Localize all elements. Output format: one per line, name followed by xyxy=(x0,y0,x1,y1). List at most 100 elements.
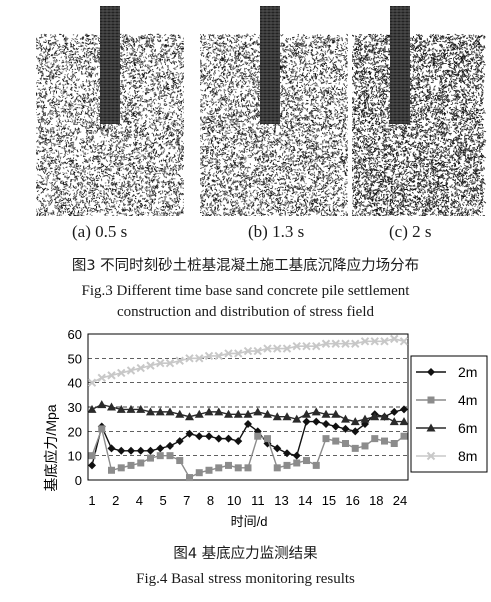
series-group xyxy=(87,334,409,482)
data-point xyxy=(312,461,320,469)
data-point xyxy=(185,412,194,421)
legend-label: 4m xyxy=(458,392,477,408)
data-point xyxy=(165,358,175,368)
data-point xyxy=(264,435,271,443)
legend-box xyxy=(410,355,488,473)
y-tick-label: 50 xyxy=(68,351,82,366)
data-point xyxy=(214,407,224,416)
data-point xyxy=(400,405,408,414)
figure3-caption-cn: 图3 不同时刻砂土桩基混凝土施工基底沉降应力场分布 xyxy=(71,258,420,274)
pile-column xyxy=(100,6,120,124)
x-tick-label: 18 xyxy=(369,493,383,508)
data-point xyxy=(117,464,125,472)
data-point xyxy=(360,337,370,346)
data-point xyxy=(175,437,184,446)
y-tick-label: 30 xyxy=(68,400,82,415)
data-point xyxy=(214,434,223,443)
simulation-panel-a xyxy=(36,6,184,216)
data-point xyxy=(302,417,311,426)
data-point xyxy=(351,339,360,348)
data-point xyxy=(312,341,321,351)
data-point xyxy=(400,432,408,440)
series-2m xyxy=(88,405,408,470)
data-point xyxy=(127,446,135,455)
y-tick-label: 0 xyxy=(75,473,82,488)
data-point xyxy=(185,354,194,363)
data-point xyxy=(253,427,262,436)
data-point xyxy=(205,432,213,441)
data-point xyxy=(165,407,175,416)
legend-label: 2m xyxy=(458,364,477,380)
data-point xyxy=(175,409,185,418)
data-point xyxy=(204,351,214,361)
x-tick-label: 11 xyxy=(251,493,265,508)
legend: 2m 4m 6m 8m xyxy=(410,355,488,473)
data-point xyxy=(312,417,321,426)
legend-label: 6m xyxy=(458,420,477,436)
data-point xyxy=(322,435,330,443)
data-point xyxy=(116,404,126,413)
data-point xyxy=(253,346,262,356)
data-point xyxy=(166,452,174,460)
plot-area-frame xyxy=(87,333,409,481)
data-point xyxy=(370,412,380,421)
data-point xyxy=(342,440,349,447)
y-tick-label: 10 xyxy=(68,449,82,464)
data-point xyxy=(390,334,399,344)
x-tick-label: 14 xyxy=(298,493,312,508)
data-point xyxy=(126,366,136,375)
data-point xyxy=(351,427,360,436)
data-point xyxy=(399,337,409,346)
y-axis-ticks: 0 10 20 30 40 50 60 xyxy=(68,327,82,488)
data-point xyxy=(195,432,204,441)
data-point xyxy=(321,339,331,348)
data-point xyxy=(399,417,409,426)
data-point xyxy=(331,409,341,418)
data-point xyxy=(311,407,321,416)
x-tick-label: 8 xyxy=(207,493,214,508)
data-point xyxy=(205,466,213,474)
x-tick-label: 16 xyxy=(345,493,359,508)
simulation-panel-b xyxy=(200,6,348,216)
data-point xyxy=(107,402,116,411)
data-point xyxy=(175,356,184,365)
data-point xyxy=(243,346,253,356)
data-point xyxy=(302,341,311,351)
data-point xyxy=(361,420,369,429)
data-point xyxy=(204,407,214,416)
data-point xyxy=(302,409,311,418)
data-point xyxy=(156,444,165,453)
data-point xyxy=(341,424,350,433)
legend-item-2m: 2m xyxy=(416,364,477,380)
data-point xyxy=(194,409,204,418)
y-axis-label: 基底应力/Mpa xyxy=(43,404,59,491)
data-point xyxy=(233,409,243,418)
data-point xyxy=(360,414,370,423)
data-point xyxy=(155,407,165,416)
x-tick-label: 7 xyxy=(183,493,190,508)
x-tick-label: 13 xyxy=(274,493,288,508)
x-tick-label: 1 xyxy=(88,493,95,508)
x-axis-label: 时间/d xyxy=(231,514,268,529)
data-point xyxy=(97,400,107,409)
data-point xyxy=(390,407,399,416)
data-point xyxy=(108,466,115,474)
data-point xyxy=(126,404,136,413)
data-point xyxy=(87,378,97,387)
data-point xyxy=(292,414,302,423)
series-8m xyxy=(87,334,409,387)
data-point xyxy=(244,420,252,429)
data-point xyxy=(427,396,435,404)
data-point xyxy=(273,444,282,453)
data-point xyxy=(370,337,379,346)
figure3-caption-en-line1: Fig.3 Different time base sand concrete … xyxy=(81,283,410,299)
data-point xyxy=(176,457,184,465)
data-point xyxy=(273,464,281,472)
data-point xyxy=(146,407,155,416)
x-tick-label: 10 xyxy=(227,493,241,508)
data-point xyxy=(117,368,126,378)
data-point xyxy=(282,344,292,353)
data-point xyxy=(427,368,435,376)
data-point xyxy=(341,339,350,348)
